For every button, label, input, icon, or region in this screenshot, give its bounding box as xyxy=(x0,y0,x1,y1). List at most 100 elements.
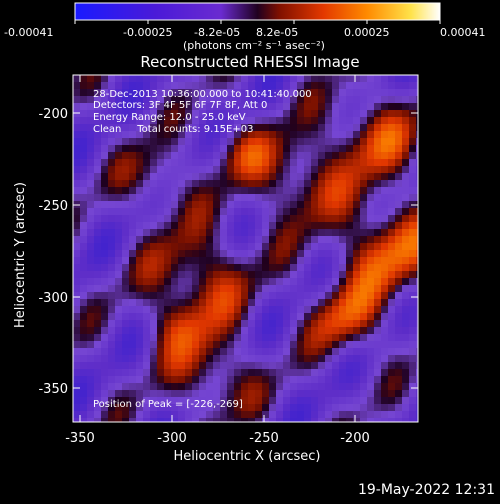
image-pixel xyxy=(409,390,416,397)
image-pixel xyxy=(248,215,255,222)
image-pixel xyxy=(395,250,402,257)
image-pixel xyxy=(290,103,297,110)
image-pixel xyxy=(297,96,304,103)
image-pixel xyxy=(276,376,283,383)
image-pixel xyxy=(206,376,213,383)
image-pixel xyxy=(185,243,192,250)
image-pixel xyxy=(108,145,115,152)
image-pixel xyxy=(150,313,157,320)
image-pixel xyxy=(94,306,101,313)
image-pixel xyxy=(360,327,367,334)
image-pixel xyxy=(171,257,178,264)
image-pixel xyxy=(129,334,136,341)
image-pixel xyxy=(185,362,192,369)
image-pixel xyxy=(332,390,339,397)
image-pixel xyxy=(318,229,325,236)
image-pixel xyxy=(283,145,290,152)
image-pixel xyxy=(227,166,234,173)
image-pixel xyxy=(255,383,262,390)
image-pixel xyxy=(367,117,374,124)
image-pixel xyxy=(227,299,234,306)
image-pixel xyxy=(101,103,108,110)
image-pixel xyxy=(185,103,192,110)
image-pixel xyxy=(150,131,157,138)
image-pixel xyxy=(360,250,367,257)
image-pixel xyxy=(220,355,227,362)
image-pixel xyxy=(87,229,94,236)
image-pixel xyxy=(353,194,360,201)
image-pixel xyxy=(192,341,199,348)
image-pixel xyxy=(332,327,339,334)
image-pixel xyxy=(213,348,220,355)
image-pixel xyxy=(248,306,255,313)
image-pixel xyxy=(262,222,269,229)
image-pixel xyxy=(346,236,353,243)
image-pixel xyxy=(220,194,227,201)
image-pixel xyxy=(150,362,157,369)
image-pixel xyxy=(402,341,409,348)
image-pixel xyxy=(276,257,283,264)
image-pixel xyxy=(332,376,339,383)
image-pixel xyxy=(255,320,262,327)
image-pixel xyxy=(220,82,227,89)
image-pixel xyxy=(283,306,290,313)
image-pixel xyxy=(164,110,171,117)
image-pixel xyxy=(388,243,395,250)
image-pixel xyxy=(262,264,269,271)
image-pixel xyxy=(199,285,206,292)
image-pixel xyxy=(353,278,360,285)
image-pixel xyxy=(339,369,346,376)
image-pixel xyxy=(199,124,206,131)
image-pixel xyxy=(297,138,304,145)
image-pixel xyxy=(395,264,402,271)
image-pixel xyxy=(213,131,220,138)
image-pixel xyxy=(122,187,129,194)
image-pixel xyxy=(108,383,115,390)
image-pixel xyxy=(402,173,409,180)
image-pixel xyxy=(178,362,185,369)
image-pixel xyxy=(185,215,192,222)
image-pixel xyxy=(199,278,206,285)
image-pixel xyxy=(381,411,388,418)
image-pixel xyxy=(395,96,402,103)
image-pixel xyxy=(360,138,367,145)
image-pixel xyxy=(416,271,418,278)
image-pixel xyxy=(416,320,418,327)
image-pixel xyxy=(409,411,416,418)
image-pixel xyxy=(73,243,80,250)
image-pixel xyxy=(220,131,227,138)
image-pixel xyxy=(129,404,136,411)
image-pixel xyxy=(269,418,276,422)
image-pixel xyxy=(185,250,192,257)
image-pixel xyxy=(332,159,339,166)
image-pixel xyxy=(206,397,213,404)
image-pixel xyxy=(220,390,227,397)
image-pixel xyxy=(115,229,122,236)
image-pixel xyxy=(269,313,276,320)
image-pixel xyxy=(388,306,395,313)
image-pixel xyxy=(87,306,94,313)
image-pixel xyxy=(241,110,248,117)
image-pixel xyxy=(339,201,346,208)
image-pixel xyxy=(143,383,150,390)
image-pixel xyxy=(108,292,115,299)
image-pixel xyxy=(388,376,395,383)
image-pixel xyxy=(311,411,318,418)
image-pixel xyxy=(94,397,101,404)
image-pixel xyxy=(332,243,339,250)
image-pixel xyxy=(367,110,374,117)
image-pixel xyxy=(353,285,360,292)
image-pixel xyxy=(311,236,318,243)
image-pixel xyxy=(388,229,395,236)
image-pixel xyxy=(381,166,388,173)
image-pixel xyxy=(262,362,269,369)
image-pixel xyxy=(115,117,122,124)
image-pixel xyxy=(381,292,388,299)
image-pixel xyxy=(234,334,241,341)
image-pixel xyxy=(185,355,192,362)
image-pixel xyxy=(136,145,143,152)
image-pixel xyxy=(171,89,178,96)
image-pixel xyxy=(73,348,80,355)
image-pixel xyxy=(129,285,136,292)
image-pixel xyxy=(409,341,416,348)
